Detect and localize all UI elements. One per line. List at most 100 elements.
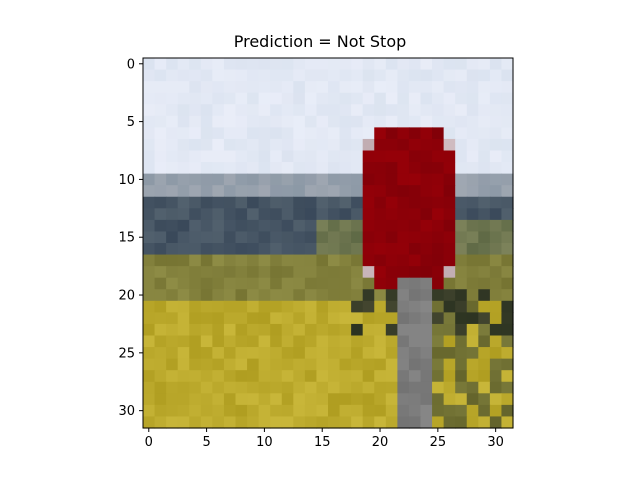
- image-pixel: [281, 173, 294, 186]
- image-pixel: [443, 323, 456, 337]
- image-pixel: [258, 381, 271, 394]
- image-pixel: [328, 69, 341, 82]
- image-pixel: [304, 92, 318, 105]
- image-pixel: [200, 254, 213, 267]
- image-pixel: [154, 162, 167, 175]
- image-pixel: [374, 347, 387, 360]
- image-pixel: [478, 266, 491, 279]
- image-pixel: [351, 92, 364, 105]
- image-pixel: [362, 300, 375, 313]
- image-pixel: [385, 347, 398, 360]
- image-pixel: [397, 115, 410, 128]
- image-pixel: [316, 393, 329, 406]
- image-pixel: [351, 335, 364, 348]
- image-pixel: [223, 323, 237, 337]
- image-pixel: [328, 323, 341, 337]
- image-pixel: [328, 243, 341, 256]
- image-pixel: [281, 104, 294, 117]
- image-pixel: [281, 58, 294, 71]
- image-pixel: [374, 104, 387, 117]
- image-pixel: [443, 404, 456, 418]
- image-pixel: [154, 358, 167, 371]
- image-pixel: [200, 69, 213, 82]
- image-pixel: [154, 254, 167, 267]
- image-pixel: [443, 196, 456, 209]
- image-pixel: [351, 312, 364, 325]
- image-pixel: [293, 208, 306, 221]
- image-pixel: [328, 254, 341, 267]
- image-pixel: [154, 416, 167, 429]
- image-pixel: [420, 381, 433, 394]
- image-pixel: [501, 196, 514, 209]
- image-pixel: [223, 289, 237, 302]
- image-pixel: [362, 266, 375, 279]
- image-pixel: [420, 254, 433, 267]
- image-pixel: [351, 266, 364, 279]
- image-pixel: [362, 219, 375, 233]
- image-pixel: [281, 127, 294, 140]
- image-pixel: [455, 254, 468, 267]
- image-pixel: [466, 69, 479, 82]
- image-pixel: [177, 115, 190, 128]
- image-pixel: [270, 335, 283, 348]
- image-pixel: [466, 404, 479, 418]
- image-pixel: [351, 381, 364, 394]
- image-pixel: [293, 173, 306, 186]
- image-pixel: [489, 185, 503, 198]
- image-pixel: [177, 196, 190, 209]
- image-pixel: [177, 208, 190, 221]
- image-pixel: [351, 277, 364, 290]
- image-pixel: [281, 266, 294, 279]
- image-pixel: [328, 416, 341, 429]
- image-pixel: [385, 219, 398, 233]
- image-pixel: [328, 347, 341, 360]
- image-pixel: [408, 358, 422, 371]
- image-pixel: [328, 185, 341, 198]
- image-pixel: [212, 162, 225, 175]
- image-pixel: [408, 219, 422, 233]
- image-pixel: [166, 231, 179, 244]
- image-pixel: [200, 312, 213, 325]
- image-pixel: [501, 138, 514, 152]
- image-pixel: [177, 81, 190, 94]
- image-pixel: [316, 150, 329, 163]
- image-pixel: [281, 208, 294, 221]
- image-pixel: [432, 277, 445, 290]
- image-pixel: [478, 58, 491, 71]
- image-pixel: [339, 69, 352, 82]
- image-pixel: [408, 115, 422, 128]
- image-pixel: [177, 231, 190, 244]
- image-pixel: [489, 289, 503, 302]
- image-pixel: [351, 347, 364, 360]
- image-pixel: [281, 150, 294, 163]
- image-pixel: [154, 231, 167, 244]
- image-pixel: [281, 312, 294, 325]
- image-pixel: [258, 289, 271, 302]
- image-pixel: [189, 231, 202, 244]
- image-pixel: [362, 289, 375, 302]
- image-pixel: [258, 92, 271, 105]
- image-pixel: [258, 358, 271, 371]
- image-pixel: [293, 254, 306, 267]
- image-pixel: [443, 416, 456, 429]
- image-pixel: [443, 358, 456, 371]
- image-pixel: [489, 335, 503, 348]
- image-pixel: [420, 416, 433, 429]
- image-pixel: [501, 81, 514, 94]
- image-pixel: [235, 208, 248, 221]
- image-pixel: [489, 138, 503, 152]
- image-pixel: [304, 404, 318, 418]
- image-pixel: [328, 370, 341, 383]
- image-pixel: [420, 138, 433, 152]
- image-pixel: [212, 127, 225, 140]
- image-pixel: [420, 196, 433, 209]
- image-pixel: [270, 219, 283, 233]
- image-pixel: [443, 185, 456, 198]
- image-pixel: [478, 277, 491, 290]
- image-pixel: [189, 370, 202, 383]
- image-pixel: [408, 81, 422, 94]
- image-pixel: [408, 231, 422, 244]
- image-pixel: [351, 58, 364, 71]
- image-pixel: [304, 358, 318, 371]
